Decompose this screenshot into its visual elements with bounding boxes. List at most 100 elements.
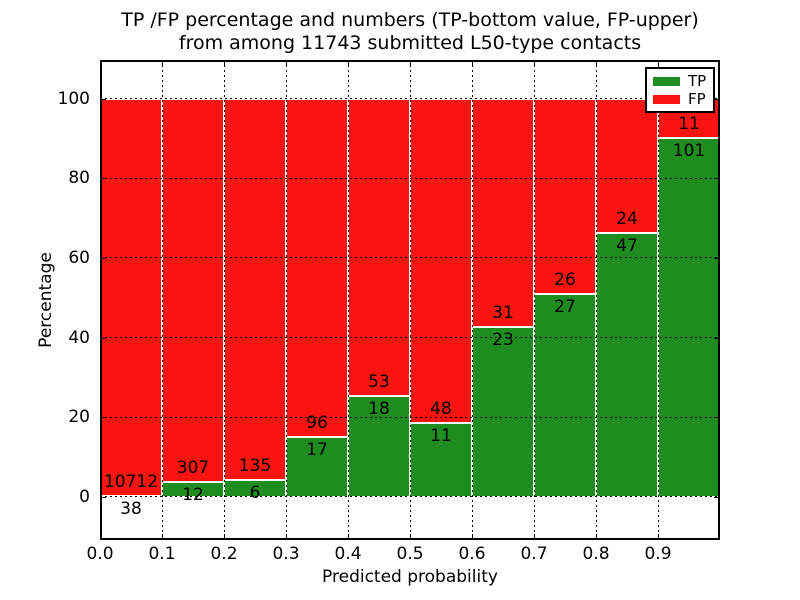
x-tick-mark	[224, 534, 225, 539]
fp-count-label: 135	[238, 456, 272, 476]
fp-bar-segment	[534, 98, 596, 295]
x-tick-mark	[348, 534, 349, 539]
y-tick-mark-right	[714, 257, 719, 259]
fp-count-label: 10712	[103, 471, 159, 492]
y-tick-label: 60	[68, 247, 90, 268]
tp-count-label: 47	[616, 236, 638, 257]
x-tick-mark	[658, 534, 659, 539]
x-tick-mark	[596, 534, 597, 539]
fp-legend-label: FP	[688, 90, 706, 108]
fp-bar-segment	[162, 98, 224, 482]
fp-bar-segment	[348, 98, 410, 396]
vertical-gridline	[596, 60, 597, 540]
x-tick-label: 0.3	[272, 544, 300, 564]
x-tick-mark-top	[348, 61, 349, 66]
y-tick-label: 20	[68, 407, 90, 428]
fp-bar-segment	[100, 98, 162, 496]
x-tick-label: 0.6	[458, 544, 486, 564]
tp-bar-segment	[596, 233, 658, 497]
vertical-gridline	[348, 60, 349, 540]
legend: TP FP	[645, 67, 715, 113]
tp-bar-segment	[534, 294, 596, 497]
y-tick-label: 80	[68, 168, 90, 189]
fp-count-label: 307	[176, 458, 210, 478]
fp-count-label: 24	[616, 209, 638, 230]
fp-count-label: 26	[554, 270, 576, 291]
y-tick-mark-right	[714, 417, 719, 419]
x-tick-mark	[100, 534, 101, 539]
tp-legend-swatch-icon	[653, 76, 680, 86]
x-tick-label: 0.2	[210, 544, 238, 564]
x-tick-label: 0.9	[644, 544, 672, 564]
x-tick-mark-top	[100, 61, 101, 66]
y-tick-mark	[101, 496, 106, 498]
x-tick-label: 0.4	[334, 544, 362, 564]
y-tick-mark	[101, 98, 106, 100]
fp-count-label: 31	[492, 303, 514, 324]
x-tick-mark-top	[472, 61, 473, 66]
y-tick-mark	[101, 257, 106, 259]
fp-count-label: 48	[430, 398, 452, 419]
vertical-gridline	[534, 60, 535, 540]
tp-count-label: 6	[249, 483, 261, 503]
y-tick-label: 0	[79, 486, 90, 507]
x-tick-mark-top	[162, 61, 163, 66]
vertical-gridline	[162, 60, 163, 540]
vertical-gridline	[224, 60, 225, 540]
chart-title: TP /FP percentage and numbers (TP-bottom…	[121, 9, 699, 54]
x-tick-mark	[472, 534, 473, 539]
x-tick-mark-top	[224, 61, 225, 66]
x-tick-label: 0.8	[582, 544, 610, 564]
legend-entry-tp: TP	[653, 73, 707, 89]
tp-bar-segment	[472, 327, 534, 497]
vertical-gridline	[410, 60, 411, 540]
x-tick-mark-top	[658, 61, 659, 66]
tp-count-label: 17	[306, 440, 328, 461]
vertical-gridline	[472, 60, 473, 540]
fp-count-label: 53	[368, 372, 390, 392]
tp-bar-segment	[658, 137, 720, 497]
x-tick-label: 0.7	[520, 544, 548, 564]
vertical-gridline	[658, 60, 659, 540]
tp-count-label: 11	[430, 425, 452, 446]
y-tick-mark	[101, 417, 106, 419]
y-tick-label: 100	[57, 88, 90, 109]
x-axis-label: Predicted probability	[322, 567, 498, 587]
fp-bar-segment	[286, 98, 348, 438]
fp-bar-segment	[224, 98, 286, 480]
tp-legend-label: TP	[688, 72, 707, 90]
tp-count-label: 38	[120, 498, 142, 519]
vertical-gridline	[286, 60, 287, 540]
tp-count-label: 23	[492, 330, 514, 351]
x-tick-mark	[286, 534, 287, 539]
y-tick-mark	[101, 337, 106, 339]
y-tick-mark-right	[714, 178, 719, 180]
x-tick-mark-top	[286, 61, 287, 66]
tp-count-label: 27	[554, 297, 576, 318]
y-tick-mark	[101, 178, 106, 180]
y-tick-mark-right	[714, 337, 719, 339]
tp-count-label: 18	[368, 399, 390, 419]
x-tick-mark-top	[410, 61, 411, 66]
y-tick-label: 40	[68, 327, 90, 348]
tp-count-label: 101	[672, 140, 706, 161]
y-axis-label: Percentage	[36, 252, 56, 348]
fp-count-label: 11	[678, 113, 700, 134]
x-tick-mark	[534, 534, 535, 539]
legend-entry-fp: FP	[653, 91, 707, 107]
fp-bar-segment	[472, 98, 534, 328]
fp-count-label: 96	[306, 413, 328, 434]
y-tick-mark-right	[714, 98, 719, 100]
x-tick-label: 0.5	[396, 544, 424, 564]
x-tick-label: 0.0	[86, 544, 114, 564]
y-tick-mark-right	[714, 496, 719, 498]
fp-bar-segment	[410, 98, 472, 423]
x-tick-mark	[162, 534, 163, 539]
x-tick-mark-top	[596, 61, 597, 66]
x-tick-label: 0.1	[148, 544, 176, 564]
x-tick-mark-top	[534, 61, 535, 66]
fp-legend-swatch-icon	[653, 94, 680, 104]
x-tick-mark	[410, 534, 411, 539]
tp-count-label: 12	[182, 485, 204, 505]
